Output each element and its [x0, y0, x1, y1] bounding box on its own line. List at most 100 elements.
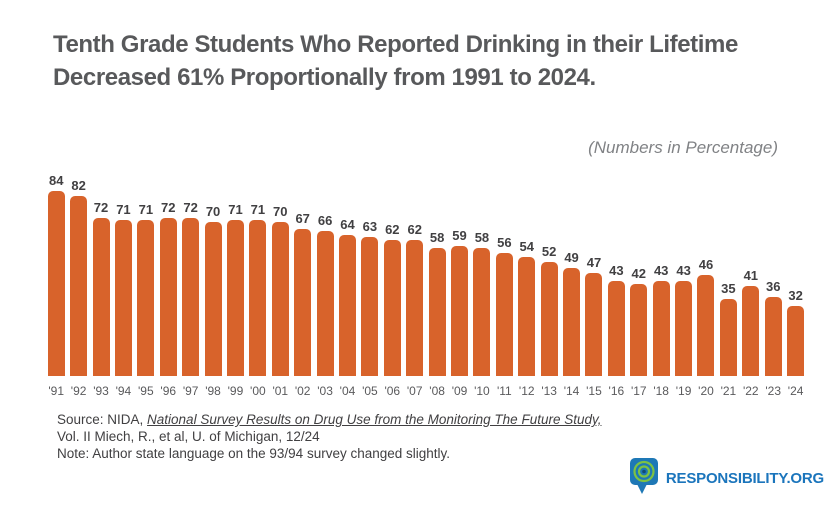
bar-chart: 84 '91 82 '92 72 '93 71 '94 71 '95 72 '96 72 '97 70 '98…	[45, 168, 807, 398]
x-axis-tick-label: '05	[362, 384, 378, 398]
bar	[271, 222, 289, 376]
bar-value-label: 43	[609, 263, 624, 279]
bar-column: 43 '16	[605, 168, 627, 398]
bar	[316, 230, 334, 376]
x-axis-tick-label: '22	[742, 384, 759, 398]
x-axis-tick-label: '12	[518, 384, 535, 398]
bar-value-label: 49	[564, 250, 579, 266]
x-axis-tick-label: '99	[227, 384, 244, 398]
bar-value-label: 59	[452, 228, 467, 244]
bar-value-label: 67	[295, 210, 310, 226]
bar-column: 47 '15	[583, 168, 605, 398]
bar-value-label: 35	[721, 281, 736, 296]
bar	[70, 195, 88, 376]
bar-value-label: 84	[48, 173, 64, 189]
bar	[473, 248, 491, 376]
bar-value-label: 64	[340, 217, 355, 233]
x-axis-tick-label: '94	[115, 384, 132, 398]
bar	[137, 219, 155, 376]
x-axis-tick-label: '14	[563, 384, 580, 398]
bar	[249, 219, 267, 376]
bar-value-label: 43	[676, 263, 691, 279]
x-axis-tick-label: '96	[160, 384, 177, 398]
bar-value-label: 71	[138, 201, 154, 217]
x-axis-tick-label: '24	[787, 384, 804, 398]
logo-text: RESPONSIBILITY.ORG	[665, 470, 824, 487]
bar	[182, 217, 200, 376]
bar-column: 43 '18	[650, 168, 672, 398]
source-citation: National Survey Results on Drug Use from…	[147, 412, 602, 427]
x-axis-tick-label: '98	[205, 384, 221, 398]
bar-column: 56 '11	[493, 168, 515, 398]
bar-value-label: 63	[362, 219, 378, 235]
x-axis-tick-label: '02	[294, 384, 311, 398]
bar-column: 42 '17	[628, 168, 650, 398]
bar-value-label: 43	[653, 263, 669, 279]
bar-column: 32 '24	[784, 168, 806, 398]
bar	[518, 257, 536, 376]
bar-value-label: 72	[161, 199, 176, 215]
bar-column: 64 '04	[336, 168, 358, 398]
bar	[563, 268, 581, 376]
bar-column: 59 '09	[448, 168, 470, 398]
chart-title: Tenth Grade Students Who Reported Drinki…	[53, 31, 738, 91]
bar-column: 58 '10	[471, 168, 493, 398]
bar-column: 62 '06	[381, 168, 403, 398]
bar-value-label: 62	[385, 221, 400, 237]
bar-column: 36 '23	[762, 168, 784, 398]
bar-value-label: 32	[788, 287, 803, 303]
responsibility-org-logo: RESPONSIBILITY.ORG	[629, 457, 824, 500]
bar-column: 58 '08	[426, 168, 448, 398]
x-axis-tick-label: '06	[384, 384, 401, 398]
bar	[428, 248, 446, 376]
source-prefix: Source: NIDA,	[57, 412, 148, 427]
x-axis-tick-label: '95	[138, 384, 154, 398]
bar	[495, 252, 513, 376]
bar-column: 52 '13	[538, 168, 560, 398]
bar-column: 63 '05	[359, 168, 381, 398]
bar-column: 54 '12	[516, 168, 538, 398]
bar	[338, 235, 356, 376]
bar	[226, 219, 244, 376]
bar-value-label: 41	[743, 267, 759, 283]
x-axis-tick-label: '15	[586, 384, 602, 398]
bar-value-label: 56	[497, 234, 512, 250]
x-axis-tick-label: '07	[406, 384, 423, 398]
bar-value-label: 66	[317, 212, 333, 228]
bar-column: 49 '14	[560, 168, 582, 398]
bar-value-label: 42	[631, 265, 646, 281]
bar	[204, 222, 222, 376]
bar-column: 82 '92	[67, 168, 89, 398]
x-axis-tick-label: '17	[630, 384, 647, 398]
x-axis-tick-label: '08	[429, 384, 445, 398]
bar-value-label: 70	[273, 204, 288, 219]
x-axis-tick-label: '10	[474, 384, 490, 398]
x-axis-tick-label: '16	[608, 384, 625, 398]
x-axis-tick-label: '20	[698, 384, 714, 398]
bar	[675, 281, 693, 376]
bar-column: 43 '19	[672, 168, 694, 398]
bar	[630, 283, 648, 376]
bar	[294, 228, 312, 376]
source-note: Source: NIDA, National Survey Results on…	[57, 411, 601, 462]
x-axis-tick-label: '11	[496, 384, 512, 398]
bar	[652, 281, 670, 376]
bar-column: 84 '91	[45, 168, 67, 398]
bar-column: 71 '94	[112, 168, 134, 398]
bar-column: 71 '95	[135, 168, 157, 398]
bar-value-label: 72	[93, 199, 109, 215]
bar	[47, 191, 65, 376]
x-axis-tick-label: '92	[70, 384, 87, 398]
x-axis-tick-label: '23	[765, 384, 782, 398]
x-axis-tick-label: '13	[541, 384, 557, 398]
x-axis-tick-label: '21	[720, 384, 737, 398]
bar	[787, 305, 805, 376]
bar-value-label: 72	[183, 199, 198, 215]
source-line-3: Note: Author state language on the 93/94…	[57, 446, 451, 461]
bar-column: 66 '03	[314, 168, 336, 398]
speech-bubble-target-icon	[629, 457, 659, 500]
x-axis-tick-label: '19	[675, 384, 692, 398]
chart-subtitle: (Numbers in Percentage)	[588, 138, 778, 157]
source-line-2: Vol. II Miech, R., et al, U. of Michigan…	[57, 429, 320, 444]
